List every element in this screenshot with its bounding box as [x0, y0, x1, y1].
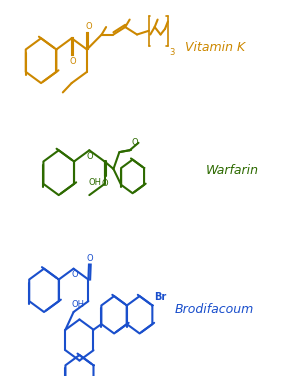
Text: O: O — [87, 152, 93, 161]
Text: O: O — [102, 179, 109, 188]
Text: O: O — [70, 56, 76, 66]
Text: Brodifacoum: Brodifacoum — [175, 302, 254, 315]
Text: 3: 3 — [169, 48, 175, 56]
Text: OH: OH — [89, 177, 102, 186]
Text: Br: Br — [154, 292, 166, 302]
Text: Vitamin K: Vitamin K — [185, 41, 245, 54]
Text: O: O — [131, 138, 138, 147]
Text: O: O — [85, 22, 92, 31]
Text: O: O — [71, 270, 78, 279]
Text: O: O — [86, 254, 93, 263]
Text: OH: OH — [72, 301, 85, 309]
Text: Warfarin: Warfarin — [206, 164, 259, 177]
